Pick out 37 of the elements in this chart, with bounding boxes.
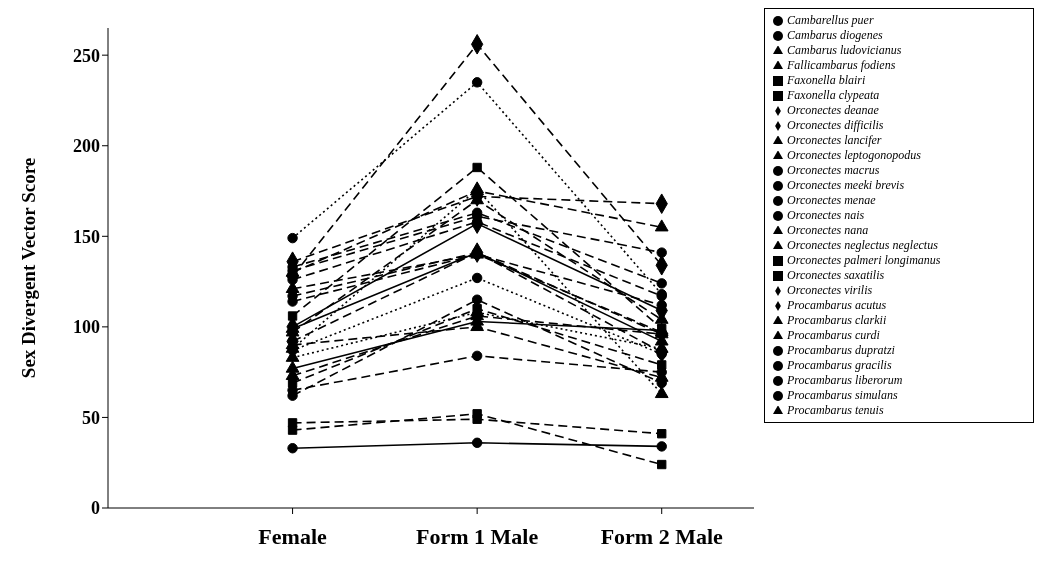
y-tick-label: 150 <box>73 226 100 247</box>
y-tick-label: 250 <box>73 45 100 66</box>
legend-label: Orconectes macrus <box>787 163 880 177</box>
legend-label: Procambarus acutus <box>787 298 887 312</box>
y-tick-label: 50 <box>82 407 100 428</box>
legend-label: Procambarus curdi <box>787 328 880 342</box>
x-tick-label: Form 1 Male <box>416 523 539 549</box>
legend-label: Faxonella blairi <box>787 73 866 87</box>
legend-label: Orconectes nana <box>787 223 869 237</box>
legend-label: Orconectes virilis <box>787 283 873 297</box>
y-tick-label: 200 <box>73 136 100 157</box>
legend-label: Cambarellus puer <box>787 13 874 27</box>
legend-label: Faxonella clypeata <box>787 88 880 102</box>
legend-label: Fallicambarus fodiens <box>787 58 896 72</box>
x-tick-label: Form 2 Male <box>600 523 724 549</box>
legend-label: Orconectes meeki brevis <box>787 178 905 192</box>
legend-label: Orconectes nais <box>787 208 865 222</box>
legend-label: Orconectes saxatilis <box>787 268 885 282</box>
legend-label: Procambarus gracilis <box>787 358 892 372</box>
legend-label: Procambarus liberorum <box>787 373 903 387</box>
legend-label: Procambarus clarkii <box>787 313 887 327</box>
legend-label: Procambarus simulans <box>787 388 898 402</box>
legend-label: Orconectes difficilis <box>787 118 884 132</box>
x-tick-label: Female <box>258 523 328 549</box>
legend-label: Orconectes menae <box>787 193 876 207</box>
legend-label: Orconectes deanae <box>787 103 879 117</box>
legend-label: Procambarus dupratzi <box>787 343 895 357</box>
y-axis-title: Sex Divergent Vector Score <box>17 157 39 379</box>
legend-label: Cambarus diogenes <box>787 28 883 42</box>
legend-label: Cambarus ludovicianus <box>787 43 902 57</box>
legend-label: Orconectes palmeri longimanus <box>787 253 941 267</box>
legend-label: Procambarus tenuis <box>787 403 884 417</box>
legend-label: Orconectes lancifer <box>787 133 882 147</box>
y-tick-label: 0 <box>91 498 100 519</box>
y-tick-label: 100 <box>73 317 100 338</box>
legend-label: Orconectes neglectus neglectus <box>787 238 938 252</box>
legend-label: Orconectes leptogonopodus <box>787 148 921 162</box>
